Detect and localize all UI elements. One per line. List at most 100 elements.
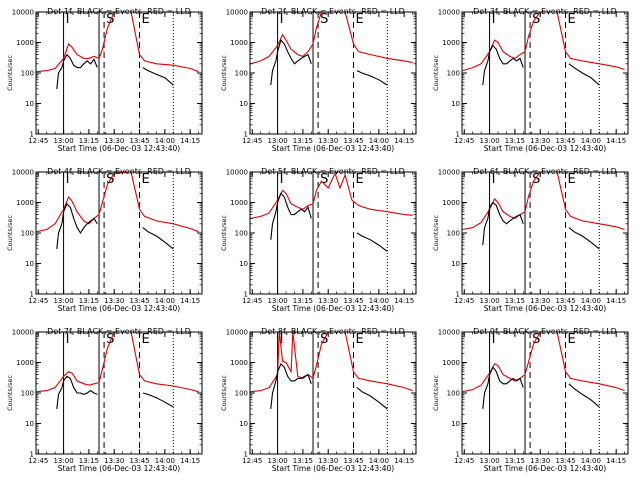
interval-marker: S	[106, 332, 114, 347]
plot-frame	[35, 171, 203, 295]
interval-marker: E	[356, 332, 364, 347]
x-tick-label: 13:30	[530, 457, 550, 465]
x-tick-label: 14:15	[606, 457, 626, 465]
y-tick-label: 1	[30, 131, 34, 139]
events-late-series-line	[568, 63, 600, 86]
x-tick-label: 13:15	[79, 137, 99, 145]
y-tick-label: 1	[244, 291, 248, 299]
x-tick-label: 14:15	[180, 457, 200, 465]
x-tick-label: 13:15	[79, 297, 99, 305]
x-tick-label: 14:15	[606, 137, 626, 145]
x-tick-label: 13:45	[343, 137, 363, 145]
x-tick-label: 14:15	[180, 297, 200, 305]
plot-frame	[461, 11, 629, 135]
x-tick-label: 12:45	[242, 137, 262, 145]
y-axis-label: Counts/sec	[6, 215, 14, 251]
x-tick-label: 13:45	[343, 297, 363, 305]
y-axis-label: Counts/sec	[432, 215, 440, 251]
y-tick-label: 10000	[226, 169, 248, 177]
events-late-series-line	[142, 392, 174, 408]
x-tick-label: 13:00	[267, 137, 287, 145]
y-tick-label: 100	[235, 70, 248, 78]
x-tick-label: 12:45	[242, 297, 262, 305]
x-tick-label: 13:30	[318, 137, 338, 145]
events-series-line	[56, 202, 98, 249]
y-tick-label: 10	[239, 260, 248, 268]
y-tick-label: 10	[451, 420, 460, 428]
events-series-line	[482, 201, 524, 246]
x-tick-label: 13:00	[479, 457, 499, 465]
x-tick-label: 13:00	[479, 297, 499, 305]
x-axis-label: Start Time (06-Dec-03 12:43:40)	[58, 144, 180, 153]
x-tick-label: 13:15	[505, 137, 525, 145]
y-tick-label: 10000	[12, 169, 34, 177]
lld-series-line	[250, 12, 413, 65]
x-tick-label: 13:30	[318, 297, 338, 305]
y-tick-label: 10	[451, 260, 460, 268]
interval-marker: I	[492, 332, 496, 347]
x-tick-label: 14:00	[369, 457, 389, 465]
y-tick-label: 100	[235, 230, 248, 238]
plot-frame	[35, 331, 203, 455]
y-tick-label: 1	[456, 451, 460, 459]
x-tick-label: 14:00	[155, 457, 175, 465]
x-tick-label: 13:00	[53, 457, 73, 465]
x-tick-label: 13:30	[104, 297, 124, 305]
x-tick-label: 13:45	[129, 297, 149, 305]
y-tick-label: 100	[21, 70, 34, 78]
y-tick-label: 1	[30, 451, 34, 459]
y-tick-label: 100	[447, 230, 460, 238]
plot-frame	[249, 331, 417, 455]
x-tick-label: 13:15	[505, 297, 525, 305]
events-series-line	[270, 38, 312, 86]
x-tick-label: 13:45	[555, 297, 575, 305]
x-tick-label: 14:00	[155, 297, 175, 305]
y-tick-label: 1000	[16, 199, 34, 207]
events-late-series-line	[142, 67, 174, 86]
lld-series-line	[36, 332, 199, 393]
y-tick-label: 1000	[16, 359, 34, 367]
y-tick-label: 1	[30, 291, 34, 299]
y-axis-label: Counts/sec	[220, 55, 228, 91]
x-tick-label: 13:30	[530, 137, 550, 145]
x-axis-label: Start Time (06-Dec-03 12:43:40)	[484, 144, 606, 153]
x-tick-label: 14:15	[180, 137, 200, 145]
x-tick-label: 14:00	[369, 137, 389, 145]
events-late-series-line	[568, 383, 600, 408]
x-tick-label: 13:00	[267, 457, 287, 465]
x-tick-label: 14:00	[155, 137, 175, 145]
interval-marker: I	[492, 12, 496, 27]
x-tick-label: 12:45	[28, 457, 48, 465]
y-tick-label: 100	[447, 390, 460, 398]
x-tick-label: 13:15	[293, 137, 313, 145]
x-tick-label: 12:45	[242, 457, 262, 465]
interval-marker: I	[280, 12, 284, 27]
x-tick-label: 14:00	[369, 297, 389, 305]
events-late-series-line	[142, 227, 174, 250]
plot-frame	[461, 331, 629, 455]
lld-series-line	[462, 12, 625, 72]
y-axis-label: Counts/sec	[6, 55, 14, 91]
interval-marker: E	[568, 172, 576, 187]
y-tick-label: 1000	[442, 359, 460, 367]
y-axis-label: Counts/sec	[220, 375, 228, 411]
plot-frame	[35, 11, 203, 135]
interval-marker: E	[142, 12, 150, 27]
y-tick-label: 1	[456, 291, 460, 299]
lld-series-line	[36, 12, 199, 73]
interval-marker: S	[532, 172, 540, 187]
y-tick-label: 100	[235, 390, 248, 398]
interval-marker: E	[142, 172, 150, 187]
y-axis-label: Counts/sec	[432, 375, 440, 411]
y-tick-label: 10000	[438, 169, 460, 177]
y-tick-label: 10000	[226, 9, 248, 17]
y-tick-label: 10000	[12, 329, 34, 337]
y-tick-label: 10	[239, 100, 248, 108]
y-tick-label: 1000	[230, 39, 248, 47]
y-axis-label: Counts/sec	[432, 55, 440, 91]
events-series-line	[56, 375, 98, 409]
